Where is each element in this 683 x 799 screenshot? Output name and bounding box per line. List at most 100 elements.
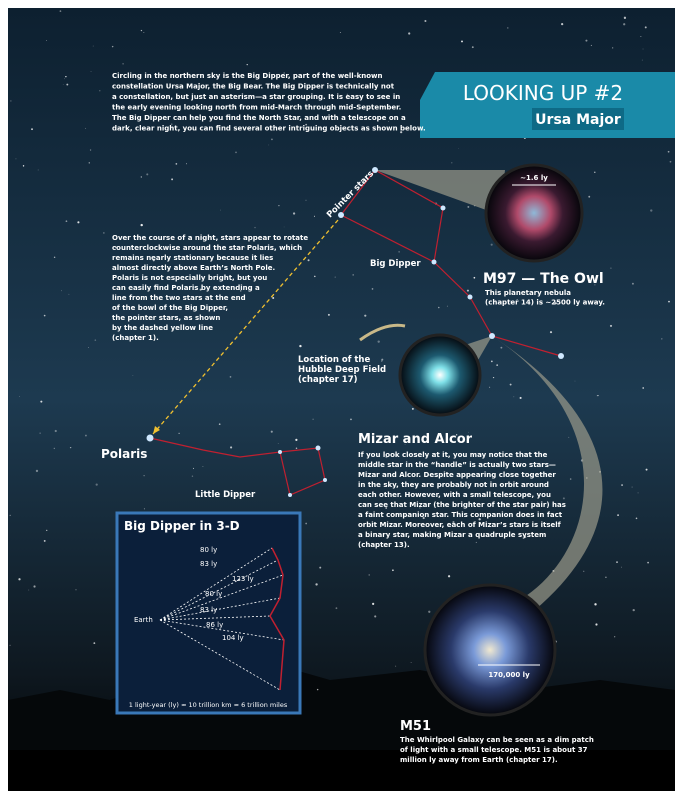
star	[510, 384, 512, 386]
star	[10, 100, 11, 101]
star	[254, 227, 255, 228]
star	[141, 224, 143, 226]
star	[496, 364, 498, 366]
star	[451, 162, 452, 163]
star	[220, 210, 221, 211]
star	[645, 26, 647, 28]
star	[570, 478, 572, 480]
star	[293, 212, 295, 214]
star	[350, 418, 352, 420]
star	[597, 395, 598, 396]
star	[230, 446, 232, 448]
star	[617, 514, 619, 516]
star	[65, 76, 66, 77]
star	[271, 431, 273, 433]
star	[19, 396, 20, 397]
star	[520, 397, 522, 399]
star	[278, 205, 279, 206]
distance-label: 80 ly	[200, 546, 217, 554]
star	[112, 46, 113, 47]
mizar-text: middle star in the “handle” is actually …	[358, 461, 556, 469]
star	[605, 577, 606, 578]
star	[296, 447, 298, 449]
m51-text: of light with a small telescope. M51 is …	[400, 746, 588, 754]
star	[93, 46, 94, 47]
intro-line: The Big Dipper can help you find the Nor…	[112, 114, 406, 122]
star	[561, 23, 563, 25]
star	[374, 615, 376, 617]
star	[315, 583, 317, 585]
star	[624, 17, 626, 19]
star	[308, 259, 310, 261]
star	[323, 478, 327, 482]
intro-line: the early evening looking north from mid…	[112, 104, 401, 112]
star	[594, 603, 596, 605]
star	[646, 469, 648, 471]
star	[491, 244, 493, 246]
star	[336, 607, 338, 609]
star	[99, 90, 100, 91]
star	[395, 666, 396, 667]
star	[668, 301, 670, 303]
star	[352, 274, 353, 275]
distance-label: 83 ly	[200, 560, 217, 568]
star	[66, 84, 68, 86]
polaris-text-line: the pointer stars, as shown	[112, 314, 220, 322]
mizar-text: can see that Mizar (the brighter of the …	[358, 501, 566, 509]
star	[647, 562, 649, 564]
star	[230, 376, 232, 378]
star	[514, 396, 515, 397]
star	[588, 196, 590, 198]
polaris-text-line: (chapter 1).	[112, 334, 159, 342]
star	[66, 220, 68, 222]
star	[595, 623, 597, 625]
star	[299, 345, 301, 347]
star	[585, 40, 587, 42]
star	[491, 360, 493, 362]
earth-label: Earth	[134, 616, 153, 624]
star	[295, 439, 297, 441]
star	[594, 172, 595, 173]
star	[103, 232, 104, 233]
star	[186, 163, 187, 164]
star	[271, 139, 273, 141]
star	[558, 353, 564, 359]
star	[40, 401, 42, 403]
star	[432, 260, 437, 265]
star	[123, 63, 124, 64]
star	[63, 84, 64, 85]
star	[372, 167, 378, 173]
distance-label: 86 ly	[206, 621, 223, 629]
star	[69, 294, 70, 295]
distance-label: 104 ly	[222, 634, 244, 642]
distance-label: 83 ly	[200, 606, 217, 614]
page: LOOKING UP #2 Ursa Major ~1.6 ly 170,000…	[0, 0, 683, 799]
star	[507, 27, 508, 28]
star	[550, 331, 552, 333]
star	[638, 492, 639, 493]
m97-text: (chapter 14) is ~2500 ly away.	[485, 299, 605, 307]
star	[305, 523, 307, 525]
star	[408, 32, 410, 34]
star	[643, 49, 644, 50]
star	[54, 448, 55, 449]
star	[583, 571, 584, 572]
star	[54, 257, 55, 258]
star	[621, 484, 623, 486]
mizar-text: Mizar and Alcor. Despite appearing close…	[358, 471, 556, 479]
star	[96, 484, 98, 486]
star	[369, 574, 370, 575]
star	[268, 145, 269, 146]
star	[612, 47, 613, 48]
m51-text: million ly away from Earth (chapter 17).	[400, 756, 558, 764]
star	[650, 209, 652, 211]
star	[340, 32, 341, 33]
star	[476, 542, 477, 543]
star	[670, 161, 672, 163]
star	[90, 149, 91, 150]
star	[411, 662, 412, 663]
star	[447, 306, 448, 307]
mizar-image	[400, 335, 480, 415]
star	[614, 636, 615, 637]
star	[147, 435, 154, 442]
